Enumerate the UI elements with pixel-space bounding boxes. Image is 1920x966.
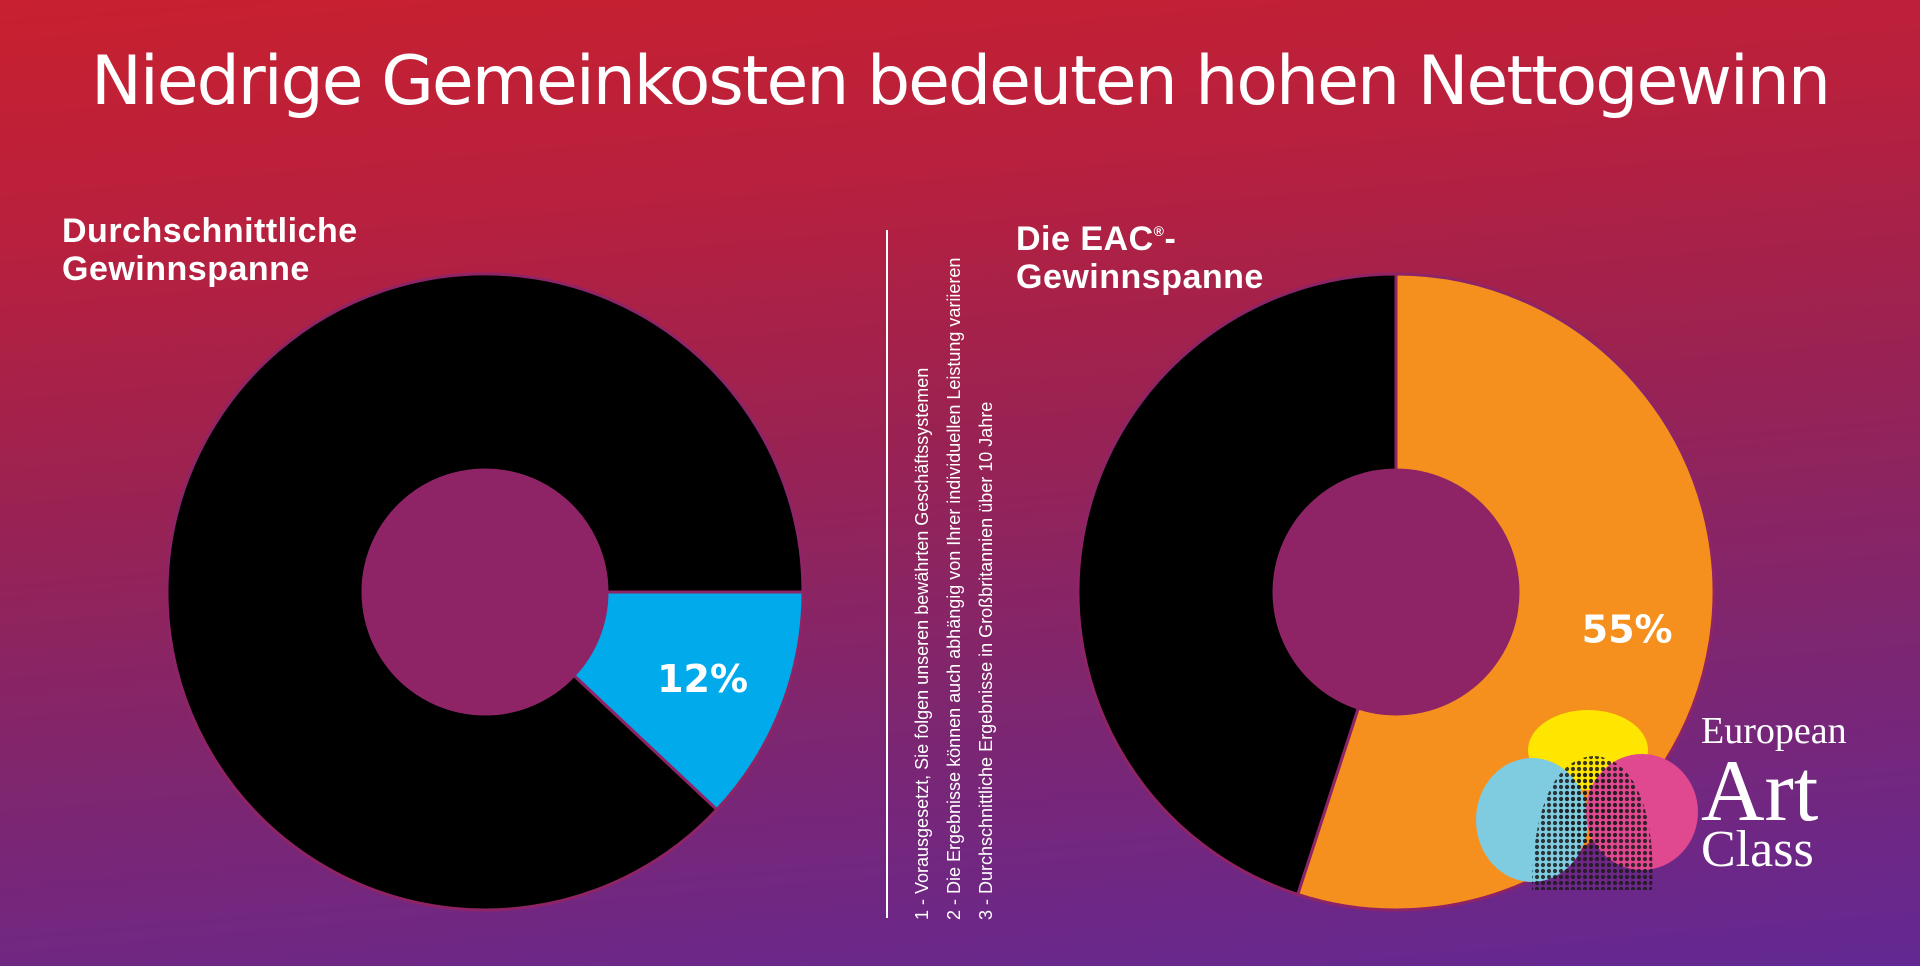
logo-text-class: Class xyxy=(1701,821,1814,878)
registered-mark: ® xyxy=(1153,223,1165,239)
chart-title-eac: Die EAC®- Gewinnspanne xyxy=(1016,212,1436,296)
chart-title-average-line2: Gewinnspanne xyxy=(62,250,310,288)
chart-title-eac-hyphen: - xyxy=(1164,220,1177,258)
logo-portrait-face xyxy=(1560,770,1624,850)
footnote-3: 3 - Durchschnittliche Ergebnisse in Groß… xyxy=(976,401,996,920)
chart-title-average-line1: Durchschnittliche xyxy=(62,212,358,250)
donut-0-slice-0-label: 12% xyxy=(657,657,748,701)
divider-line xyxy=(886,230,888,918)
footnote-2: 2 - Die Ergebnisse können auch abhängig … xyxy=(944,257,964,920)
logo-text-art: Art xyxy=(1701,743,1819,840)
page-title: Niedrige Gemeinkosten bedeuten hohen Net… xyxy=(90,42,1831,121)
donut-0-hole xyxy=(363,470,607,714)
chart-title-eac-line1: Die EAC xyxy=(1016,220,1154,258)
donut-1-hole xyxy=(1274,470,1518,714)
donut-chart-eac: 55% xyxy=(1076,272,1716,912)
chart-title-eac-line2: Gewinnspanne xyxy=(1016,258,1264,296)
footnote-1: 1 - Vorausgesetzt, Sie folgen unseren be… xyxy=(912,367,932,920)
logo-text-european: European xyxy=(1701,710,1847,752)
donut-1-slice-0-label: 55% xyxy=(1582,608,1673,652)
european-art-class-logo xyxy=(1476,710,1698,890)
chart-title-average: Durchschnittliche Gewinnspanne xyxy=(62,212,482,288)
donut-chart-average: 12% xyxy=(165,272,805,912)
logo-wordmark: European Art Class xyxy=(1701,712,1847,876)
